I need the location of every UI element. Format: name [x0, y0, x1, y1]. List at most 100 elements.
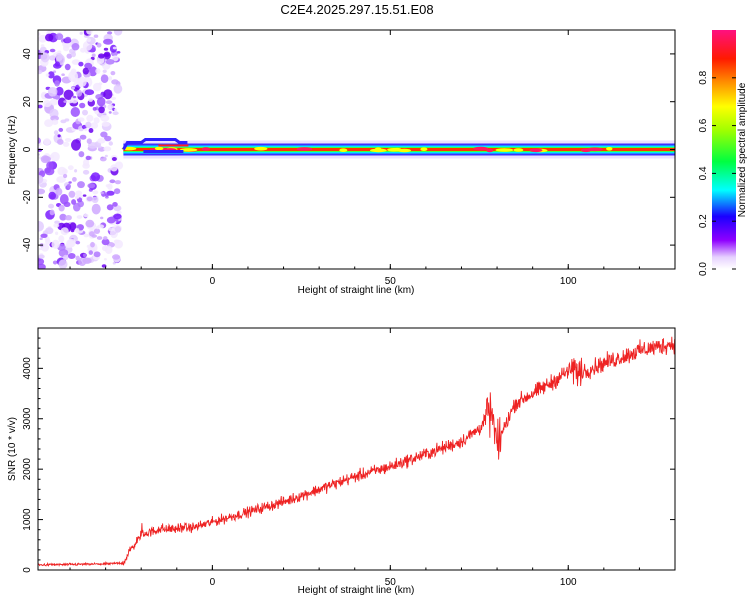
noise-blob	[99, 156, 107, 162]
noise-blob	[75, 255, 80, 261]
signal-peak	[339, 148, 348, 152]
noise-blob	[95, 110, 99, 115]
noise-blob	[103, 146, 112, 152]
snr-series-line	[38, 336, 675, 567]
noise-blob	[58, 235, 65, 243]
noise-blob	[66, 239, 75, 248]
noise-blob	[72, 177, 77, 182]
colorbar-tick-label: 0.2	[698, 214, 709, 228]
noise-blob	[62, 141, 70, 147]
noise-blob	[71, 139, 81, 151]
noise-blob	[97, 138, 106, 144]
noise-blob	[43, 100, 52, 108]
noise-blob	[105, 193, 109, 197]
noise-blob	[52, 260, 58, 265]
noise-blob	[90, 172, 101, 182]
snr-xtick-label: 100	[560, 577, 577, 588]
noise-blob	[108, 141, 114, 146]
noise-blob	[61, 73, 65, 76]
noise-blob	[114, 108, 118, 112]
noise-blob	[76, 89, 83, 97]
colorbar-ticks: 0.0 0.2 0.4 0.6 0.8	[698, 70, 736, 276]
noise-blob	[93, 34, 99, 38]
noise-blob	[86, 30, 93, 35]
noise-blob	[39, 247, 43, 251]
noise-blob	[90, 122, 99, 129]
noise-blob	[107, 105, 112, 110]
noise-blob	[97, 224, 105, 229]
signal-peak	[513, 148, 524, 152]
noise-blob	[83, 253, 87, 258]
noise-blob	[75, 190, 83, 196]
noise-blob	[53, 130, 59, 135]
noise-blob	[40, 233, 48, 238]
noise-blob	[68, 181, 72, 184]
noise-blob	[42, 156, 52, 162]
noise-blob	[88, 128, 94, 133]
noise-blob	[87, 183, 96, 189]
noise-blob	[111, 55, 119, 62]
noise-blob	[71, 86, 75, 90]
noise-blob	[86, 38, 91, 42]
noise-blob	[104, 154, 108, 158]
noise-blob	[40, 52, 50, 63]
noise-blob	[59, 213, 67, 221]
snr-ytick-label: 2000	[22, 458, 33, 481]
noise-blob	[101, 121, 111, 127]
noise-blob	[103, 38, 113, 45]
noise-blob	[106, 216, 116, 224]
noise-blob	[38, 34, 47, 43]
noise-blob	[97, 61, 101, 64]
noise-blob	[105, 59, 115, 65]
spectrogram-xtick-label: 50	[385, 276, 397, 287]
noise-blob	[38, 188, 46, 195]
noise-blob	[74, 169, 78, 173]
noise-blob	[82, 169, 90, 175]
figure-title: C2E4.2025.297.15.51.E08	[280, 2, 433, 17]
noise-blob	[56, 176, 66, 183]
colorbar-label: Normalized spectral amplitude	[737, 82, 748, 217]
noise-blob	[51, 239, 60, 249]
noise-blob	[50, 151, 60, 162]
colorbar-tick-label: 0.4	[698, 166, 709, 180]
noise-blob	[57, 138, 64, 145]
noise-blob	[57, 134, 61, 138]
noise-blob	[62, 254, 69, 261]
noise-blob	[67, 253, 76, 259]
noise-blob	[74, 228, 80, 232]
colorbar-tick-label: 0.0	[698, 262, 709, 276]
noise-blob	[112, 261, 116, 265]
signal-peak	[254, 146, 268, 151]
noise-blob	[57, 97, 67, 108]
signal-onset-detail	[122, 138, 188, 153]
noise-blob	[93, 82, 102, 92]
noise-blob	[58, 259, 68, 269]
noise-blob	[109, 179, 116, 184]
noise-blob	[76, 215, 83, 219]
noise-blob	[88, 250, 94, 255]
noise-blob	[55, 86, 64, 96]
noise-blob	[47, 71, 55, 79]
noise-blob	[71, 199, 77, 205]
spectrogram-ylabel: Frequency (Hz)	[7, 116, 18, 185]
spectrogram-ytick-label: -20	[22, 190, 33, 205]
noise-blob	[103, 51, 111, 60]
noise-blob	[82, 257, 92, 264]
noise-blob	[38, 254, 45, 259]
noise-blob	[112, 254, 121, 260]
noise-blob	[38, 104, 43, 109]
noise-blob	[83, 158, 90, 167]
noise-blob	[103, 47, 109, 51]
spectrogram-ytick-label: -40	[22, 237, 33, 252]
noise-blob	[63, 100, 67, 103]
noise-blob	[112, 111, 119, 116]
snr-ytick-label: 0	[22, 567, 33, 573]
noise-blob	[45, 73, 50, 77]
colorbar-gradient	[712, 30, 736, 269]
noise-blob	[48, 191, 56, 200]
noise-blob	[38, 221, 44, 232]
snr-content	[38, 336, 675, 567]
noise-blob	[78, 151, 85, 158]
